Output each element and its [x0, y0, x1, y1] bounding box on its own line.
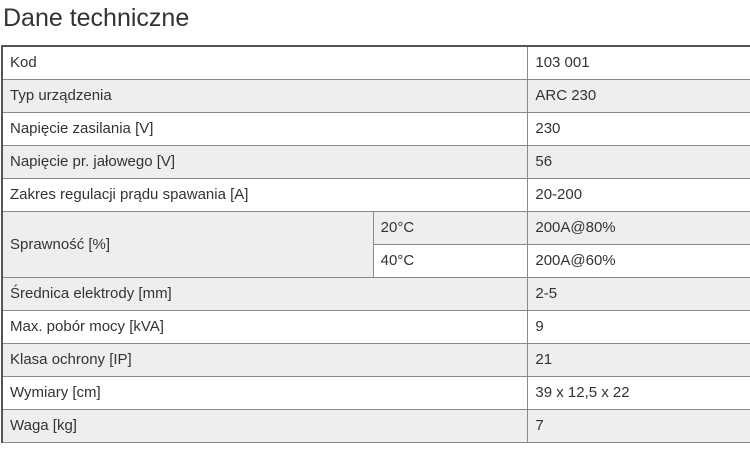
spec-value: 21 [527, 342, 750, 377]
spec-sub-label: 40°C [372, 243, 529, 278]
spec-label: Waga [kg] [1, 408, 529, 443]
spec-value: 39 x 12,5 x 22 [527, 375, 750, 410]
spec-value: 200A@80% [527, 210, 750, 245]
spec-value: 9 [527, 309, 750, 344]
table-row: Zakres regulacji prądu spawania [A] 20-20… [1, 177, 750, 212]
spec-label: Sprawność [%] [1, 210, 374, 278]
spec-label: Zakres regulacji prądu spawania [A] [1, 177, 529, 212]
table-row: Klasa ochrony [IP] 21 [1, 342, 750, 377]
spec-label: Typ urządzenia [1, 78, 529, 113]
spec-label: Wymiary [cm] [1, 375, 529, 410]
table-row: Średnica elektrody [mm] 2-5 [1, 276, 750, 311]
spec-table: Kod 103 001 Typ urządzenia ARC 230 Napięci… [1, 45, 750, 443]
spec-value: 2-5 [527, 276, 750, 311]
spec-label: Napięcie pr. jałowego [V] [1, 144, 529, 179]
table-row: Waga [kg] 7 [1, 408, 750, 443]
spec-value: 56 [527, 144, 750, 179]
spec-label: Klasa ochrony [IP] [1, 342, 529, 377]
spec-value: 200A@60% [527, 243, 750, 278]
spec-label: Średnica elektrody [mm] [1, 276, 529, 311]
table-row: Napięcie zasilania [V] 230 [1, 111, 750, 146]
spec-sub-label: 20°C [372, 210, 529, 245]
spec-value: 20-200 [527, 177, 750, 212]
spec-value: 230 [527, 111, 750, 146]
spec-value: 7 [527, 408, 750, 443]
table-row: Napięcie pr. jałowego [V] 56 [1, 144, 750, 179]
spec-value: ARC 230 [527, 78, 750, 113]
spec-label: Napięcie zasilania [V] [1, 111, 529, 146]
table-row: Typ urządzenia ARC 230 [1, 78, 750, 113]
table-row: Sprawność [%] 20°C 200A@80% [1, 210, 750, 278]
table-row: Kod 103 001 [1, 45, 750, 80]
spec-label: Kod [1, 45, 529, 80]
spec-label: Max. pobór mocy [kVA] [1, 309, 529, 344]
spec-value: 103 001 [527, 45, 750, 80]
table-row: Max. pobór mocy [kVA] 9 [1, 309, 750, 344]
table-row: Wymiary [cm] 39 x 12,5 x 22 [1, 375, 750, 410]
section-title: Dane techniczne [3, 4, 190, 32]
